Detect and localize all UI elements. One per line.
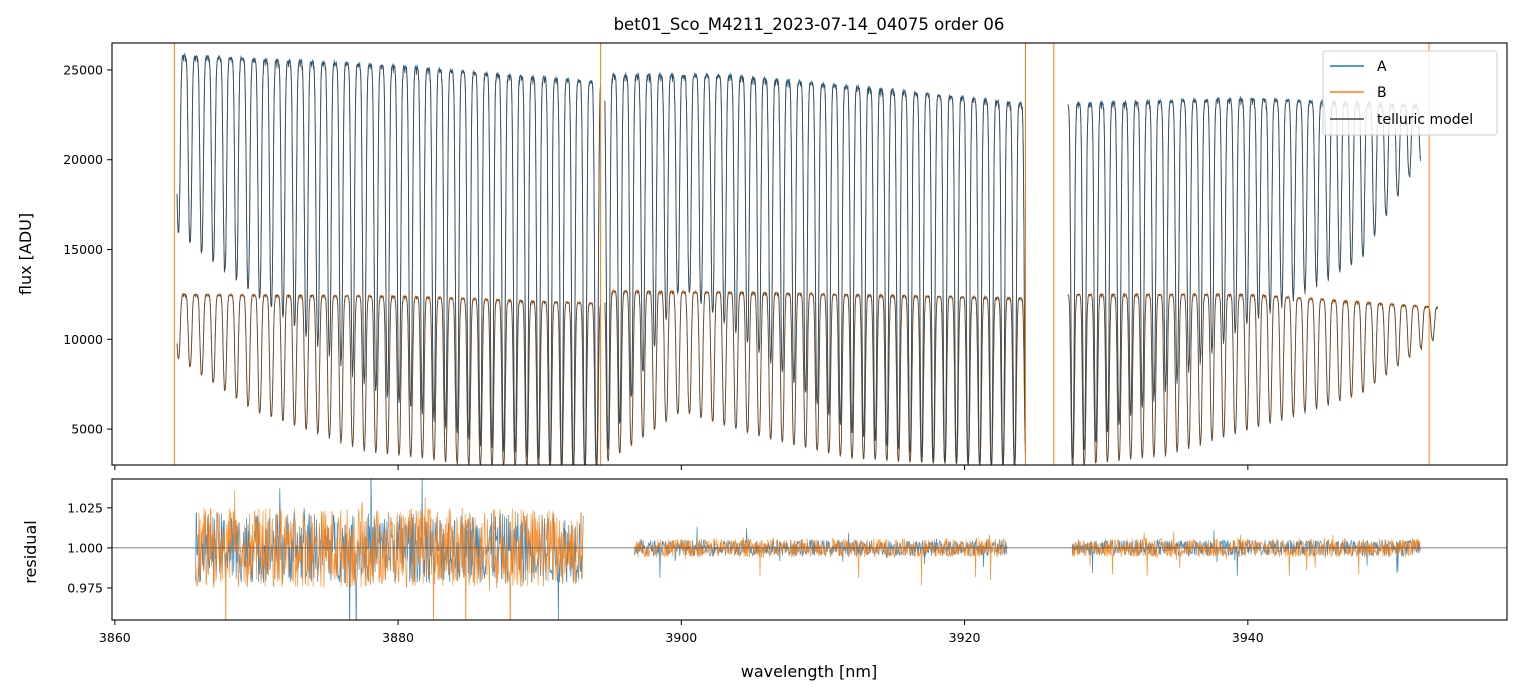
x-tick-label: 3900 — [665, 630, 697, 645]
y-tick-label: 1.000 — [67, 540, 103, 555]
telluric-model-line — [176, 55, 602, 465]
telluric-model-line — [604, 290, 1026, 465]
residual-b-line — [195, 490, 584, 620]
residual-b-line — [1071, 531, 1421, 577]
y-tick-label: 20000 — [63, 152, 103, 167]
y-tick-label: 25000 — [63, 62, 103, 77]
legend-label-telluric-model: telluric model — [1377, 112, 1473, 128]
residual-axes-frame — [111, 478, 1508, 621]
spectrum-y-ticks: 5000 10000 15000 20000 25000 — [63, 62, 112, 437]
x-tick-label: 3880 — [382, 630, 414, 645]
y-axis-label-flux: flux [ADU] — [16, 213, 35, 295]
x-tick-label: 3940 — [1232, 630, 1264, 645]
x-tick-label: 3920 — [949, 630, 981, 645]
spectrum-x-ticks — [114, 465, 1249, 470]
y-tick-label: 1.025 — [67, 500, 103, 515]
residual-panel: 0.975 1.000 1.025 3860 3880 3900 3920 3940 res… — [21, 478, 1508, 681]
spectrum-axes-frame — [111, 42, 1508, 466]
series-b-line — [1067, 291, 1439, 465]
residual-y-ticks: 0.975 1.000 1.025 — [67, 500, 112, 595]
legend: A B telluric model — [1322, 50, 1498, 136]
x-axis-label-wavelength: wavelength [nm] — [741, 662, 878, 681]
spectrum-panel: 5000 10000 15000 20000 25000 flux [ADU] A B … — [16, 42, 1508, 470]
legend-label-a: A — [1377, 59, 1387, 75]
telluric-model-line — [604, 74, 1026, 465]
y-tick-label: 0.975 — [67, 580, 103, 595]
telluric-model-line — [1067, 98, 1422, 459]
residual-series — [112, 479, 1507, 620]
telluric-model-line — [1067, 293, 1438, 465]
x-tick-label: 3860 — [99, 630, 131, 645]
y-tick-label: 5000 — [71, 422, 103, 437]
residual-b-line — [634, 534, 1008, 586]
legend-label-b: B — [1377, 85, 1387, 101]
legend-box — [1322, 50, 1498, 136]
chart-title: bet01_Sco_M4211_2023-07-14_04075 order 0… — [614, 15, 1005, 35]
telluric-model-line — [176, 293, 602, 465]
y-tick-label: 15000 — [63, 242, 103, 257]
y-tick-label: 10000 — [63, 332, 103, 347]
spectrum-series — [173, 43, 1439, 465]
y-axis-label-residual: residual — [21, 520, 40, 583]
residual-x-ticks: 3860 3880 3900 3920 3940 — [99, 620, 1264, 645]
residual-a-line — [195, 479, 584, 620]
